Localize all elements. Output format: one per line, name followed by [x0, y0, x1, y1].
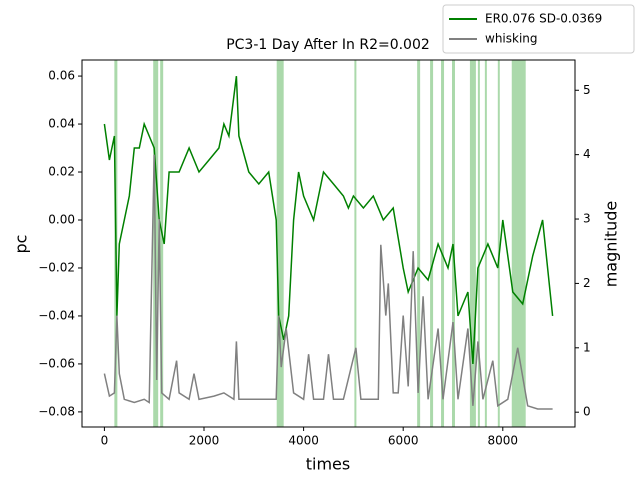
y-tick-label: 0.02	[48, 165, 75, 179]
shaded-span	[511, 60, 526, 427]
y-tick-label: 0.06	[48, 69, 75, 83]
shaded-span	[451, 60, 455, 427]
shaded-span	[477, 60, 480, 427]
x-tick-label: 2000	[189, 434, 220, 448]
legend: ER0.076 SD-0.0369 whisking	[442, 4, 635, 54]
plot-frame	[81, 59, 576, 428]
shaded-span	[441, 60, 445, 427]
y2-tick-label: 4	[583, 147, 591, 161]
y-tick-label: −0.02	[38, 260, 75, 274]
shaded-span	[430, 60, 434, 427]
x-tick-label: 4000	[288, 434, 319, 448]
y2-tick-label: 1	[583, 340, 591, 354]
shaded-span	[484, 60, 487, 427]
legend-box	[442, 4, 635, 54]
y-tick-label: 0.04	[48, 117, 75, 131]
y-tick-label: 0.00	[48, 212, 75, 226]
y-axis-label: pc	[12, 235, 31, 254]
x-axis-label: times	[306, 455, 350, 474]
x-tick-label: 0	[101, 434, 109, 448]
y2-tick-label: 3	[583, 212, 591, 226]
legend-label: ER0.076 SD-0.0369	[485, 12, 602, 26]
x-tick-label: 8000	[488, 434, 519, 448]
shaded-span	[469, 60, 476, 427]
shaded-span	[160, 60, 164, 427]
y-tick-label: −0.06	[38, 356, 75, 370]
y-tick-label: −0.04	[38, 308, 75, 322]
y-tick-label: −0.08	[38, 404, 75, 418]
y2-axis-label: magnitude	[602, 201, 621, 288]
shaded-span	[354, 60, 357, 427]
chart-title: PC3-1 Day After In R2=0.002	[226, 37, 430, 53]
legend-label: whisking	[485, 32, 538, 46]
shaded-span	[276, 60, 284, 427]
y2-tick-label: 0	[583, 405, 591, 419]
x-tick-label: 6000	[388, 434, 419, 448]
y2-tick-label: 2	[583, 276, 591, 290]
y2-tick-label: 5	[583, 83, 591, 97]
shaded-span	[417, 60, 421, 427]
series-line	[103, 76, 554, 364]
series-line	[103, 154, 553, 410]
shaded-span	[497, 60, 500, 427]
